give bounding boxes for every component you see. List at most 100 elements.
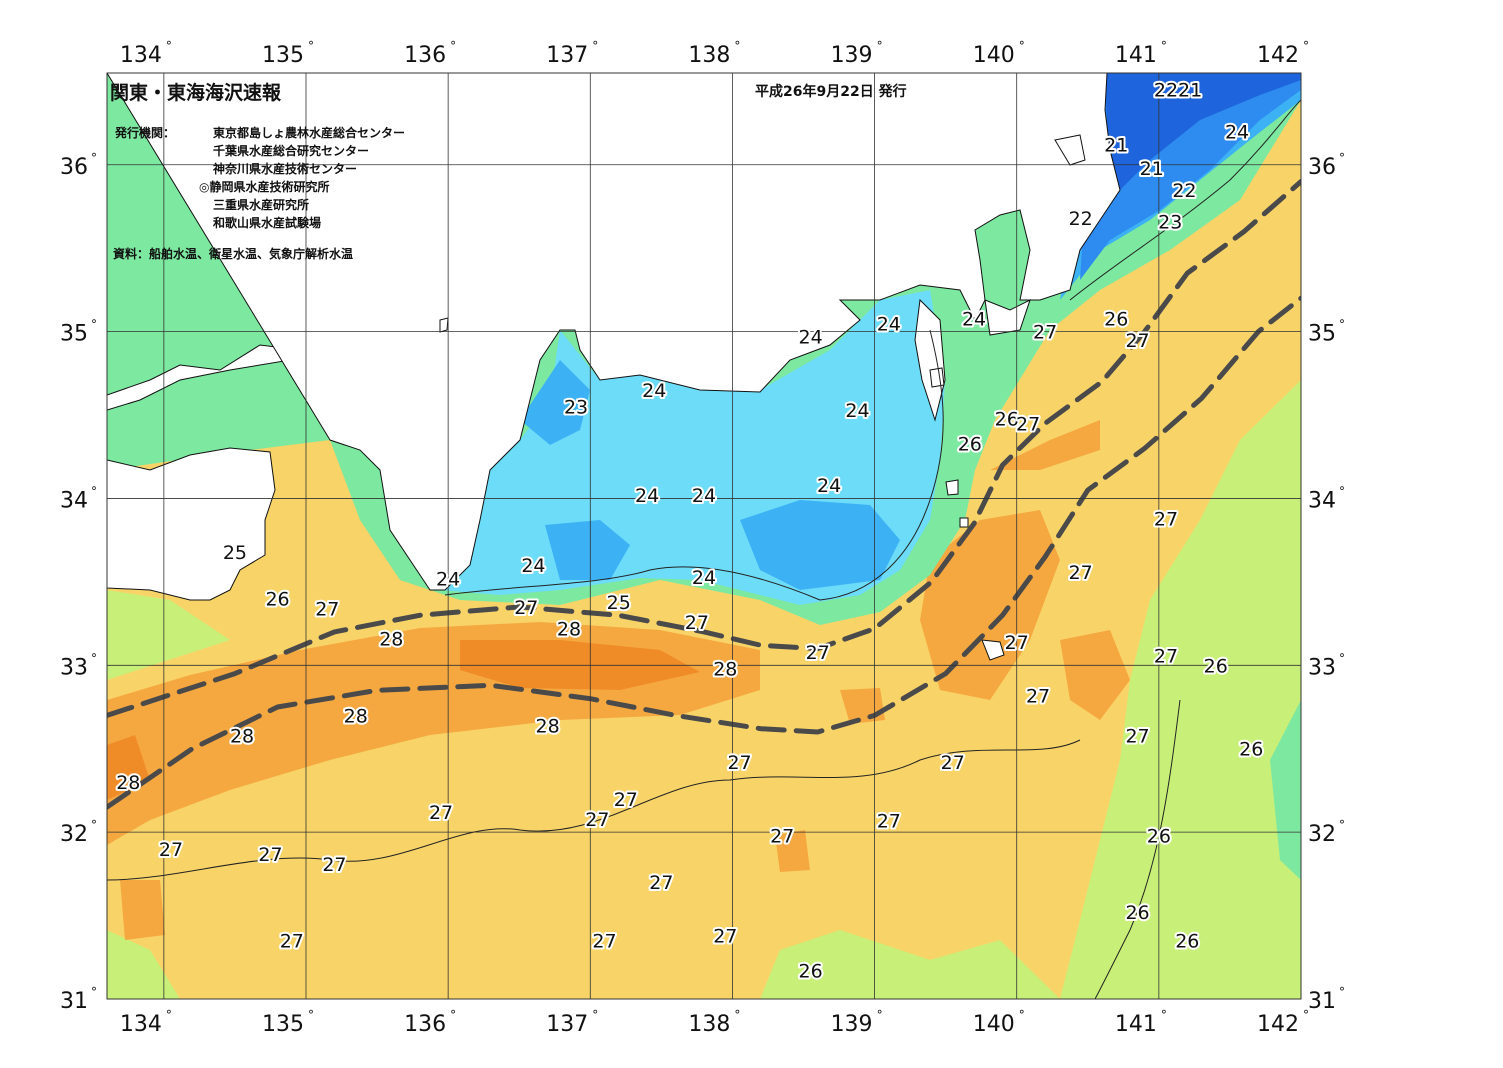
isotherm-label: 24 bbox=[1225, 121, 1249, 143]
lon-degree-bottom: ° bbox=[166, 1008, 172, 1022]
isotherm-label: 26 bbox=[1104, 308, 1128, 330]
lat-degree-right: ° bbox=[1339, 151, 1345, 165]
isotherm-label: 28 bbox=[713, 659, 737, 681]
zone-28-patch-4 bbox=[120, 880, 165, 940]
isotherm-label: 27 bbox=[1154, 645, 1178, 667]
zone-28-patch-east bbox=[920, 510, 1060, 700]
lon-degree-top: ° bbox=[1019, 39, 1025, 53]
island-oshima bbox=[929, 367, 945, 388]
lat-degree-right: ° bbox=[1339, 318, 1345, 332]
lon-degree-bottom: ° bbox=[1019, 1008, 1025, 1022]
lon-degree-bottom: ° bbox=[592, 1008, 598, 1022]
graticule bbox=[107, 73, 1301, 999]
lon-label-bottom: 135 bbox=[262, 1012, 304, 1037]
lake-kasumigaura bbox=[1054, 134, 1086, 166]
land-izu bbox=[914, 298, 946, 422]
lon-label-top: 141 bbox=[1115, 43, 1157, 68]
island-niijima bbox=[945, 479, 959, 496]
isotherm-label: 27 bbox=[1125, 330, 1149, 352]
lat-label-left: 34 bbox=[60, 488, 88, 513]
axis-labels: 134 ° 134 ° 135 ° 135 ° 136 ° 136 ° 137 ° 137 ° 138 ° 138 °… bbox=[60, 39, 1345, 1037]
isotherm-label: 27 bbox=[806, 642, 830, 664]
zone-28-patch-3 bbox=[775, 830, 810, 872]
map-frame bbox=[106, 72, 1302, 1000]
isotherm-label: 27 bbox=[770, 825, 794, 847]
isotherm-label: 27 bbox=[429, 802, 453, 824]
lat-label-left: 32 bbox=[60, 822, 88, 847]
zone-26-south bbox=[760, 930, 1060, 999]
isotherm-label: 28 bbox=[344, 705, 368, 727]
lon-label-top: 134 bbox=[120, 43, 162, 68]
lon-label-top: 136 bbox=[404, 43, 446, 68]
issuer-2: 千葉県水産総合研究センター bbox=[213, 143, 369, 158]
lon-label-top: 137 bbox=[546, 43, 588, 68]
lon-label-top: 139 bbox=[831, 43, 873, 68]
isotherm-label: 21 bbox=[1104, 135, 1128, 157]
isotherm-label: 21 bbox=[1140, 158, 1164, 180]
isotherm-label: 27 bbox=[1125, 725, 1149, 747]
lon-degree-bottom: ° bbox=[877, 1008, 883, 1022]
isotherm-label: 27 bbox=[592, 931, 616, 953]
isotherm-label: 27 bbox=[315, 599, 339, 621]
isotherm-label: 24 bbox=[692, 485, 716, 507]
isotherm-label: 26 bbox=[958, 433, 982, 455]
data-source: 資料：船舶水温、衛星水温、気象庁解析水温 bbox=[113, 246, 353, 261]
issue-date: 平成26年9月22日 発行 bbox=[755, 83, 907, 100]
lon-label-bottom: 138 bbox=[688, 1012, 730, 1037]
lat-label-left: 33 bbox=[60, 655, 88, 680]
lon-degree-bottom: ° bbox=[308, 1008, 314, 1022]
isotherm-label: 24 bbox=[635, 485, 659, 507]
isotherm-label: 27 bbox=[1069, 562, 1093, 584]
isotherm-label: 26 bbox=[1175, 931, 1199, 953]
lon-degree-top: ° bbox=[308, 39, 314, 53]
issuer-5: 三重県水産研究所 bbox=[213, 197, 309, 212]
lon-label-bottom: 134 bbox=[120, 1012, 162, 1037]
lat-degree-right: ° bbox=[1339, 818, 1345, 832]
issuer-4: ◎静岡県水産技術研究所 bbox=[199, 179, 329, 194]
lon-degree-top: ° bbox=[592, 39, 598, 53]
lat-degree-left: ° bbox=[91, 151, 97, 165]
lon-label-top: 138 bbox=[688, 43, 730, 68]
isotherm-label: 27 bbox=[159, 839, 183, 861]
isotherm-label: 24 bbox=[799, 327, 823, 349]
isotherm-label: 25 bbox=[223, 542, 247, 564]
isotherm-label: 24 bbox=[436, 569, 460, 591]
lat-degree-left: ° bbox=[91, 985, 97, 999]
lat-degree-left: ° bbox=[91, 818, 97, 832]
isotherm-label: 26 bbox=[1239, 739, 1263, 761]
island-miyake bbox=[959, 517, 969, 528]
zone-24-dark-2 bbox=[740, 500, 900, 590]
lon-label-top: 140 bbox=[973, 43, 1015, 68]
isotherm-label: 27 bbox=[1005, 632, 1029, 654]
lat-label-right: 36 bbox=[1308, 155, 1336, 180]
lat-degree-right: ° bbox=[1339, 651, 1345, 665]
isotherm-label: 22 bbox=[1172, 180, 1196, 202]
lat-label-right: 33 bbox=[1308, 655, 1336, 680]
lat-degree-right: ° bbox=[1339, 985, 1345, 999]
kuroshio-south-edge bbox=[107, 295, 1301, 810]
isotherm-label: 27 bbox=[649, 872, 673, 894]
isotherm-label: 27 bbox=[258, 844, 282, 866]
isotherm-label: 26 bbox=[1125, 902, 1149, 924]
lon-label-bottom: 137 bbox=[546, 1012, 588, 1037]
map-header: 関東・東海海沢速報 平成26年9月22日 発行 発行機関： 東京都島しょ農林水産… bbox=[110, 81, 907, 261]
isotherm-label: 22 bbox=[1069, 208, 1093, 230]
lat-degree-left: ° bbox=[91, 484, 97, 498]
isotherm-label: 23 bbox=[564, 397, 588, 419]
issuer-6: 和歌山県水産試験場 bbox=[212, 215, 321, 230]
isotherm-label: 27 bbox=[877, 810, 901, 832]
isotherm-label: 27 bbox=[727, 752, 751, 774]
isotherm-24 bbox=[444, 329, 944, 601]
lon-label-top: 135 bbox=[262, 43, 304, 68]
lat-degree-left: ° bbox=[91, 318, 97, 332]
zone-24-dark-1 bbox=[545, 520, 630, 580]
lat-label-right: 34 bbox=[1308, 488, 1336, 513]
lon-degree-top: ° bbox=[166, 39, 172, 53]
isotherm-lines bbox=[107, 99, 1301, 999]
isotherm-26-east bbox=[1094, 699, 1181, 999]
isotherm-27-south bbox=[107, 739, 1081, 881]
isotherm-label: 24 bbox=[877, 313, 901, 335]
issuer-3: 神奈川県水産技術センター bbox=[213, 161, 357, 176]
lon-label-top: 142 bbox=[1257, 43, 1299, 68]
